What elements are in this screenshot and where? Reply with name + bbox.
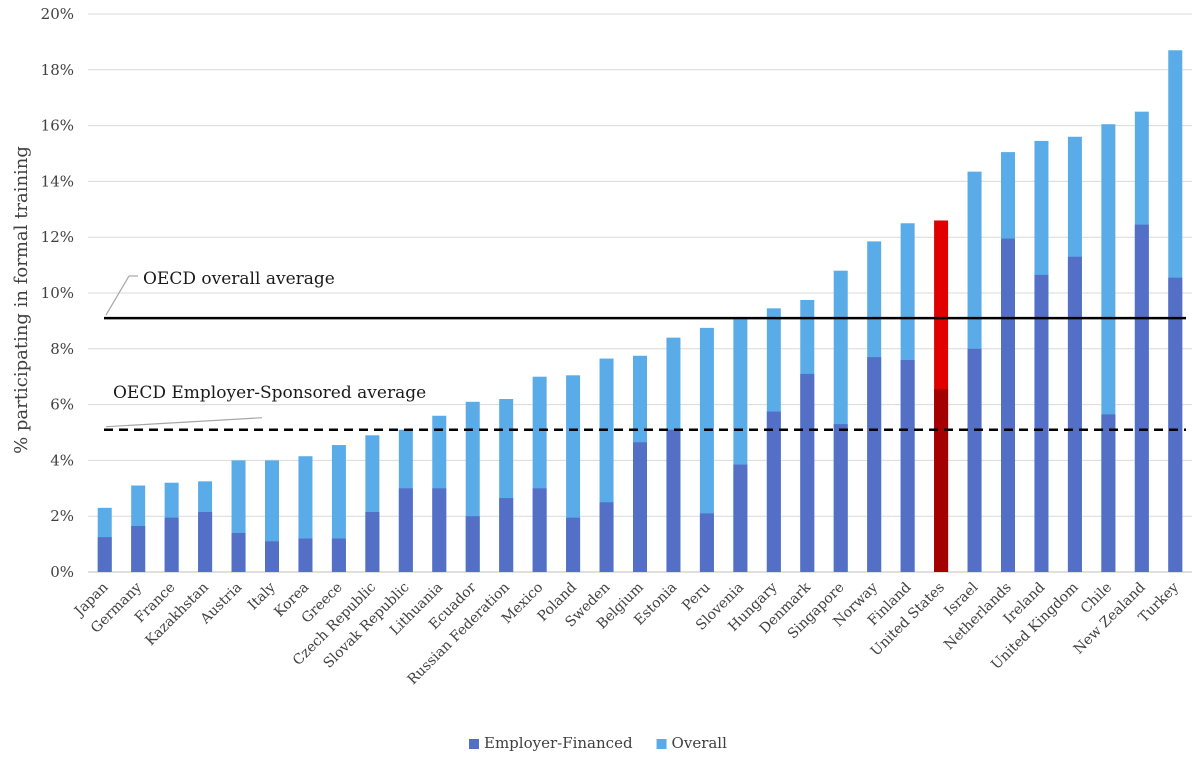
bar-employer-financed	[733, 464, 748, 572]
bar-employer-financed	[231, 532, 246, 572]
bar-employer-financed	[365, 512, 380, 572]
reference-line-label: OECD overall average	[143, 269, 335, 289]
legend: Employer-Financed Overall	[469, 734, 727, 752]
bar-employer-financed	[699, 513, 714, 572]
bar-employer-financed	[934, 389, 949, 572]
legend-swatch	[469, 739, 479, 749]
bar-employer-financed	[398, 488, 413, 572]
annotation-leader	[105, 417, 263, 428]
bar-employer-financed	[298, 538, 313, 572]
y-axis-label: % participating in formal training	[11, 146, 32, 454]
y-tick-label: 0%	[50, 563, 74, 581]
bar-employer-financed	[599, 502, 614, 572]
y-tick-label: 14%	[41, 172, 74, 190]
bar-employer-financed	[833, 424, 848, 572]
bar-employer-financed	[465, 516, 480, 572]
y-tick-label: 2%	[50, 507, 74, 525]
bar-employer-financed	[97, 537, 112, 572]
bar-employer-financed	[1067, 256, 1082, 572]
y-tick-label: 4%	[50, 451, 74, 469]
legend-swatch	[656, 739, 667, 749]
reference-lines: OECD overall average OECD Employer-Sponso…	[104, 269, 1186, 431]
bar-employer-financed	[265, 541, 279, 572]
bar-employer-financed	[967, 348, 982, 572]
y-tick-label: 10%	[41, 284, 74, 302]
y-axis: 0% 2% 4% 6% 8% 10% 12% 14% 16% 18% 20%	[41, 5, 74, 581]
bar-employer-financed	[499, 498, 514, 572]
reference-line-label: OECD Employer-Sponsored average	[113, 383, 426, 403]
bar-employer-financed	[666, 429, 681, 572]
bar-employer-financed	[432, 488, 447, 572]
annotation-leader	[105, 275, 130, 316]
y-tick-label: 6%	[50, 396, 74, 414]
bar-employer-financed	[1001, 238, 1015, 572]
bar-employer-financed	[1034, 274, 1049, 572]
bar-employer-financed	[800, 373, 815, 572]
bar-employer-financed	[1134, 224, 1149, 572]
bar-employer-financed	[900, 359, 915, 572]
y-tick-label: 20%	[41, 5, 74, 23]
bar-employer-financed	[566, 517, 581, 572]
bar-overall	[699, 327, 714, 572]
bar-employer-financed	[131, 525, 146, 572]
y-tick-label: 18%	[41, 61, 74, 79]
bar-employer-financed	[1101, 414, 1116, 572]
bar-employer-financed	[198, 512, 213, 572]
bar-employer-financed	[633, 442, 647, 572]
y-tick-label: 16%	[41, 117, 74, 135]
legend-label: Overall	[672, 734, 728, 752]
bars	[97, 50, 1183, 573]
bar-employer-financed	[766, 411, 781, 572]
bar-employer-financed	[532, 488, 547, 572]
y-tick-label: 12%	[41, 228, 74, 246]
y-tick-label: 8%	[50, 340, 74, 358]
legend-label: Employer-Financed	[484, 734, 633, 752]
bar-employer-financed	[1168, 277, 1183, 572]
bar-employer-financed	[867, 357, 882, 572]
bar-employer-financed	[164, 517, 179, 572]
bar-employer-financed	[331, 538, 346, 572]
